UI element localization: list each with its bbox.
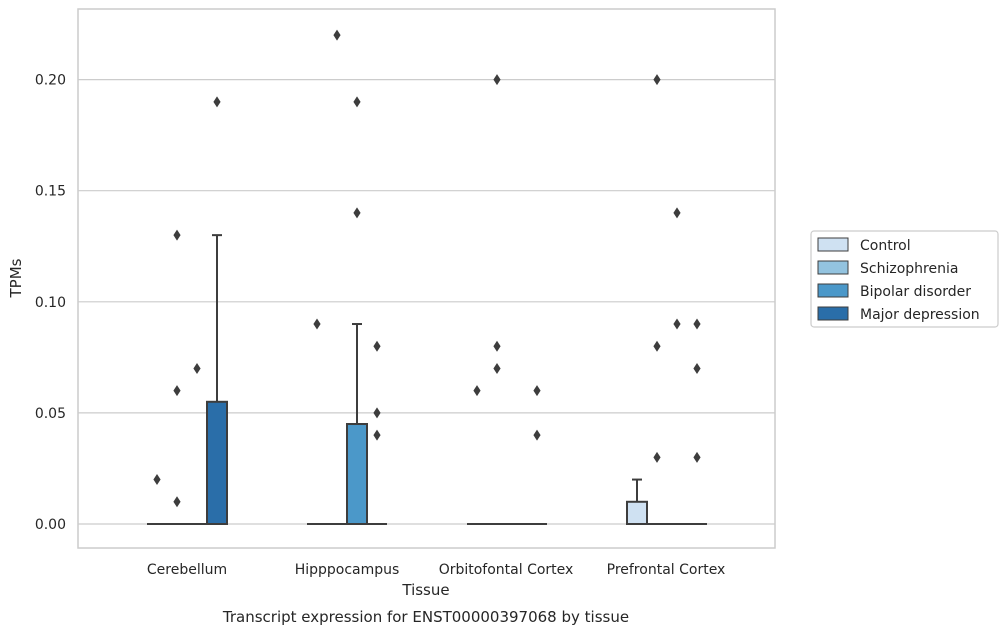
legend-label: Bipolar disorder <box>860 284 971 300</box>
outlier-point <box>493 340 501 352</box>
y-tick-label: 0.10 <box>35 295 66 311</box>
y-tick-labels: 0.00 0.05 0.10 0.15 0.20 <box>35 73 66 533</box>
outlier-point <box>373 407 381 419</box>
outlier-point <box>473 385 481 397</box>
x-tick-label: Cerebellum <box>147 562 227 578</box>
outlier-point <box>173 385 181 397</box>
y-tick-label: 0.05 <box>35 406 66 422</box>
outlier-point <box>653 451 661 463</box>
outlier-point <box>173 229 181 241</box>
y-tick-label: 0.15 <box>35 184 66 200</box>
outlier-point <box>673 207 681 219</box>
outlier-point <box>493 74 501 86</box>
outlier-point <box>213 96 221 108</box>
outlier-point <box>373 429 381 441</box>
x-tick-label: Prefrontal Cortex <box>607 562 726 578</box>
box-control <box>626 478 648 525</box>
legend: Control Schizophrenia Bipolar disorder Majo… <box>810 230 999 328</box>
chart-caption: Transcript expression for ENST0000039706… <box>222 608 629 626</box>
outlier-point <box>693 362 701 374</box>
x-axis-title: Tissue <box>401 581 449 599</box>
legend-label: Control <box>860 238 911 254</box>
outlier-point <box>673 318 681 330</box>
outlier-point <box>313 318 321 330</box>
outlier-point <box>173 496 181 508</box>
outlier-point <box>333 29 341 41</box>
outlier-point <box>493 362 501 374</box>
outlier-point <box>373 340 381 352</box>
box-iqr <box>206 400 228 526</box>
x-tick-label: Orbitofontal Cortex <box>439 562 574 578</box>
box-iqr <box>626 500 648 525</box>
outlier-point <box>353 207 361 219</box>
y-tick-label: 0.20 <box>35 73 66 89</box>
outlier-point <box>653 340 661 352</box>
legend-label: Schizophrenia <box>860 261 958 277</box>
outlier-points <box>153 29 701 508</box>
y-tick-label: 0.00 <box>35 517 66 533</box>
outlier-point <box>353 96 361 108</box>
gridlines <box>78 78 775 525</box>
plot-frame <box>77 8 776 549</box>
y-axis-title: TPMs <box>7 258 25 298</box>
legend-swatch <box>817 237 849 252</box>
legend-swatch <box>817 283 849 298</box>
box-major-depression <box>206 234 228 526</box>
legend-swatch <box>817 306 849 321</box>
outlier-point <box>193 362 201 374</box>
x-tick-label: Hipppocampus <box>295 562 400 578</box>
legend-frame <box>810 230 999 328</box>
x-tick-labels: Cerebellum Hipppocampus Orbitofontal Corte… <box>147 562 725 578</box>
outlier-point <box>653 74 661 86</box>
box-groups <box>147 234 707 526</box>
legend-swatch <box>817 260 849 275</box>
outlier-point <box>693 318 701 330</box>
outlier-point <box>533 385 541 397</box>
box-iqr <box>346 423 368 526</box>
box-bipolar-disorder <box>346 323 368 526</box>
outlier-point <box>533 429 541 441</box>
outlier-point <box>153 474 161 486</box>
outlier-point <box>693 451 701 463</box>
legend-label: Major depression <box>860 307 980 323</box>
